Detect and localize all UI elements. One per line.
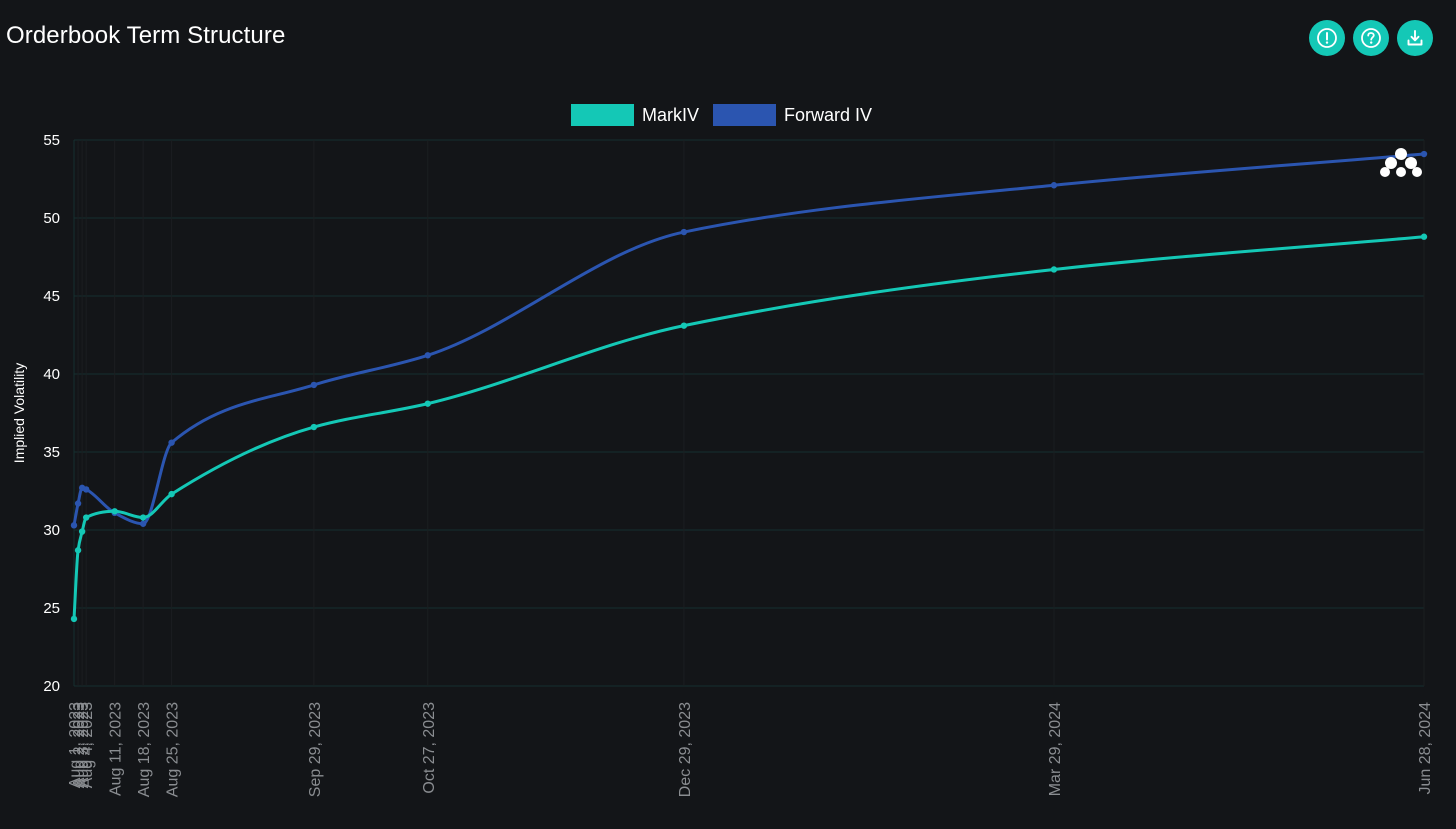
y-axis-label: Implied Volatility xyxy=(11,363,27,463)
data-point-forward-iv[interactable] xyxy=(1420,150,1428,158)
legend-label-forward-iv: Forward IV xyxy=(784,104,873,125)
chart-legend: MarkIV Forward IV xyxy=(571,104,886,126)
data-point-forward-iv[interactable] xyxy=(310,381,318,389)
x-tick-label: Aug 11, 2023 xyxy=(108,702,125,796)
data-point-markiv[interactable] xyxy=(111,508,118,515)
x-tick-label: Jun 28, 2024 xyxy=(1417,702,1434,795)
download-button[interactable] xyxy=(1397,20,1433,56)
download-icon xyxy=(1404,27,1426,49)
data-point-markiv[interactable] xyxy=(310,423,318,431)
x-tick-label: Mar 29, 2024 xyxy=(1047,702,1064,796)
logo-watermark-icon xyxy=(1380,148,1422,177)
y-tick-label: 45 xyxy=(43,288,60,305)
data-point-markiv[interactable] xyxy=(680,322,688,329)
y-tick-label: 50 xyxy=(43,210,60,227)
data-point-markiv[interactable] xyxy=(70,615,78,623)
x-tick-label: Sep 29, 2023 xyxy=(307,702,324,797)
y-tick-label: 20 xyxy=(43,678,60,695)
y-tick-label: 40 xyxy=(43,366,60,383)
y-tick-label: 35 xyxy=(43,444,60,461)
data-point-markiv[interactable] xyxy=(74,547,82,554)
data-point-markiv[interactable] xyxy=(78,528,86,535)
grid xyxy=(73,139,1425,687)
legend-item-forward-iv[interactable]: Forward IV xyxy=(713,104,872,126)
y-axis: 20 25 30 35 40 45 50 55 xyxy=(43,132,60,695)
data-point-forward-iv[interactable] xyxy=(168,439,175,446)
y-tick-label: 30 xyxy=(43,522,60,539)
x-tick-label: Aug 25, 2023 xyxy=(165,702,182,797)
x-tick-label: Aug 1, 2023 xyxy=(67,702,84,788)
help-button[interactable] xyxy=(1353,20,1389,56)
series-line-forward-iv xyxy=(72,152,1426,527)
data-point-markiv[interactable] xyxy=(82,514,90,521)
series-line-markiv xyxy=(72,235,1426,621)
page-title: Orderbook Term Structure xyxy=(6,22,286,49)
data-point-forward-iv[interactable] xyxy=(139,520,147,527)
toolbar xyxy=(1309,20,1433,56)
x-tick-label: Oct 27, 2023 xyxy=(421,702,438,794)
data-point-forward-iv[interactable] xyxy=(680,228,688,236)
data-point-markiv[interactable] xyxy=(168,490,175,498)
data-point-markiv[interactable] xyxy=(139,514,147,521)
data-point-forward-iv[interactable] xyxy=(70,522,78,529)
legend-swatch-markiv xyxy=(571,104,634,126)
x-tick-label: Aug 2, 2023 xyxy=(71,702,88,788)
legend-label-markiv: MarkIV xyxy=(642,104,700,125)
y-tick-label: 55 xyxy=(43,132,60,149)
data-point-forward-iv[interactable] xyxy=(1050,182,1058,189)
data-point-forward-iv[interactable] xyxy=(82,486,90,493)
data-point-markiv[interactable] xyxy=(1420,233,1428,240)
info-button[interactable] xyxy=(1309,20,1345,56)
data-point-forward-iv[interactable] xyxy=(424,352,431,359)
x-tick-label: Aug 3, 2023 xyxy=(75,702,92,788)
data-point-forward-iv[interactable] xyxy=(74,500,82,507)
info-alert-icon xyxy=(1316,27,1338,49)
data-point-markiv[interactable] xyxy=(1050,266,1058,273)
series xyxy=(70,150,1428,623)
legend-item-markiv[interactable]: MarkIV xyxy=(571,104,699,126)
legend-swatch-forward-iv xyxy=(713,104,777,126)
data-point-markiv[interactable] xyxy=(424,400,431,407)
x-tick-label: Aug 18, 2023 xyxy=(136,702,153,797)
help-icon xyxy=(1360,27,1382,49)
y-tick-label: 25 xyxy=(43,600,60,617)
x-tick-label: Dec 29, 2023 xyxy=(677,702,694,797)
x-tick-label: Aug 4, 2023 xyxy=(79,702,96,788)
